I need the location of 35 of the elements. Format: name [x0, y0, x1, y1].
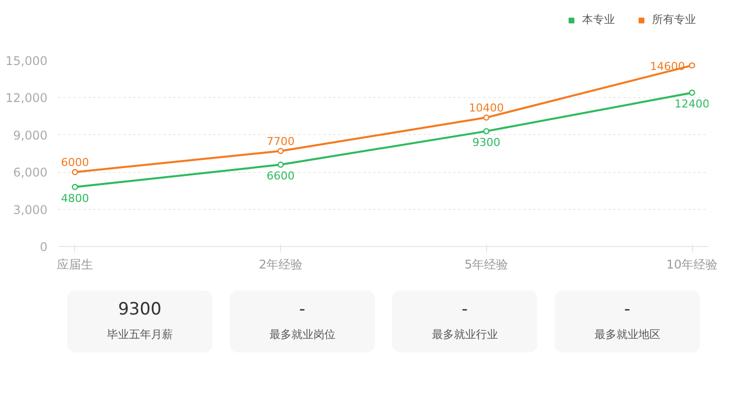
x-tick-label: 2年经验 — [258, 258, 302, 272]
x-tick-label: 10年经验 — [666, 258, 718, 272]
point — [72, 184, 78, 190]
point — [688, 62, 696, 69]
point — [278, 162, 284, 168]
point — [483, 128, 490, 134]
y-tick-label: 3,000 — [13, 202, 48, 217]
data-label: 6600 — [266, 170, 295, 183]
text: 毕业五年月薪 — [106, 328, 173, 341]
legend-label: 所有专业 — [652, 12, 696, 27]
legend-label: 本专业 — [582, 12, 615, 27]
data-label: 7700 — [266, 135, 295, 148]
data-label: 4800 — [60, 192, 89, 205]
text: 最多就业地区 — [594, 328, 660, 341]
y-tick-label: 15,000 — [6, 54, 48, 68]
y-tick-label: 12,000 — [6, 91, 48, 106]
point — [278, 148, 284, 154]
y-tick-label: 9,000 — [13, 128, 48, 142]
x-tick-label: 5年经验 — [464, 258, 508, 272]
text: - — [462, 300, 468, 320]
data-label: 9300 — [472, 136, 500, 150]
y-tick-label: 0 — [40, 240, 48, 254]
data-label: 6000 — [60, 156, 89, 170]
x-tick-label: 应届生 — [56, 258, 93, 272]
text: 最多就业岗位 — [269, 328, 336, 341]
data-label: 12400 — [674, 98, 710, 111]
point — [72, 169, 78, 176]
point — [688, 90, 696, 96]
data-label: 10400 — [468, 102, 504, 115]
point — [483, 114, 490, 121]
y-tick-label: 6,000 — [13, 166, 48, 180]
text: - — [624, 300, 630, 320]
text: 最多就业行业 — [432, 328, 498, 341]
text: 9300 — [118, 300, 162, 320]
text: - — [299, 300, 306, 320]
